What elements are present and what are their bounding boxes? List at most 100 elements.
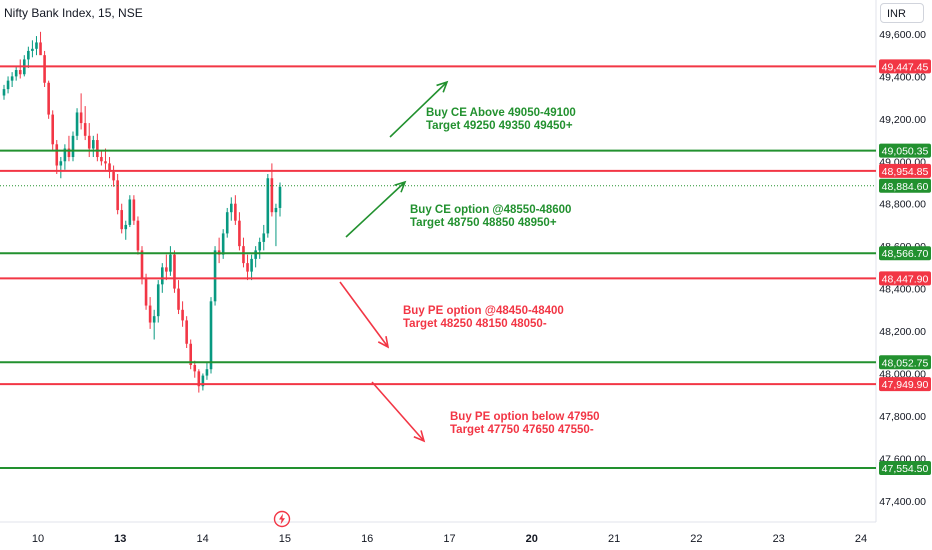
annotation-text: Buy PE option @48450-48400	[403, 305, 564, 317]
x-tick-label: 10	[32, 533, 44, 545]
candle-body	[270, 178, 274, 213]
candle-body	[6, 80, 10, 90]
candle-body	[242, 246, 245, 264]
arrow-head	[436, 80, 449, 93]
x-tick-label: 13	[114, 533, 126, 545]
candle-body	[39, 42, 42, 56]
level-price-tag	[879, 355, 931, 370]
candle-body	[18, 70, 22, 75]
x-tick-label: 17	[443, 533, 455, 545]
candle-body	[152, 316, 156, 323]
annotation-text: Target 49250 49350 49450+	[426, 120, 573, 132]
level-price-label: 48,052.75	[882, 357, 929, 369]
level-price-tag	[879, 271, 931, 286]
candle-body	[258, 241, 262, 251]
y-tick-label: 48,400.00	[879, 284, 926, 296]
x-tick-label: 22	[690, 533, 702, 545]
candle-body	[165, 267, 168, 272]
x-tick-label: 23	[773, 533, 785, 545]
symbol-title: Nifty Bank Index, 15, NSE	[4, 6, 143, 20]
candle-body	[278, 186, 282, 208]
level-price-label: 47,554.50	[882, 463, 929, 475]
lightning-icon[interactable]	[273, 510, 291, 528]
y-tick-label: 49,200.00	[879, 114, 926, 126]
x-tick-label: 14	[196, 533, 208, 545]
x-tick-label: 24	[855, 533, 867, 545]
candle-body	[246, 263, 249, 272]
candle-body	[221, 233, 225, 255]
last-price-label: 48,884.60	[882, 181, 929, 193]
x-tick-label: 20	[526, 533, 538, 545]
level-price-label: 49,050.35	[882, 146, 929, 158]
candle-body	[160, 267, 164, 285]
arrow-shaft	[371, 381, 425, 442]
arrow-head	[413, 430, 426, 443]
candle-body	[27, 50, 30, 60]
candle-body	[47, 82, 50, 115]
candle-body	[112, 171, 115, 181]
candle-body	[31, 48, 34, 51]
annotation-text: Target 48750 48850 48950+	[410, 217, 557, 229]
y-tick-label: 48,800.00	[879, 199, 926, 211]
candle-body	[250, 258, 253, 272]
candle-body	[262, 233, 266, 242]
candle-body	[201, 375, 205, 387]
y-tick-label: 48,200.00	[879, 326, 926, 338]
candle-body	[96, 140, 99, 158]
candle-body	[14, 70, 18, 77]
candle-body	[124, 224, 128, 230]
level-price-label: 47,949.90	[882, 379, 929, 391]
candle-body	[43, 55, 46, 83]
candle-body	[181, 309, 184, 321]
candle-body	[79, 112, 83, 124]
candle-body	[75, 112, 79, 136]
candle-body	[254, 250, 257, 259]
candle-body	[229, 203, 233, 213]
level-price-label: 48,954.85	[882, 166, 929, 178]
candle-body	[108, 163, 111, 172]
annotation-text: Target 47750 47650 47550-	[450, 424, 594, 436]
candle-body	[2, 89, 6, 96]
y-tick-label: 49,400.00	[879, 71, 926, 83]
y-tick-label: 47,400.00	[879, 496, 926, 508]
candle-body	[140, 250, 144, 278]
candle-body	[100, 157, 103, 162]
candle-body	[132, 199, 136, 221]
candle-body	[91, 140, 95, 149]
candle-body	[128, 199, 132, 225]
candle-body	[71, 135, 75, 158]
candle-body	[120, 210, 124, 230]
y-tick-label: 49,600.00	[879, 29, 926, 41]
annotation-text: Buy CE option @48550-48600	[410, 204, 571, 216]
candle-body	[238, 220, 241, 247]
level-price-label: 49,447.45	[882, 61, 929, 73]
level-price-label: 48,566.70	[882, 248, 929, 260]
candle-body	[136, 220, 140, 251]
candle-body	[83, 123, 87, 136]
candle-body	[274, 207, 278, 213]
level-price-tag	[879, 143, 931, 158]
last-price-tag	[879, 178, 931, 193]
arrow-shaft	[389, 81, 448, 138]
candle-body	[87, 135, 91, 149]
annotation-text: Target 48250 48150 48050-	[403, 318, 547, 330]
candle-body	[189, 343, 193, 365]
candle-body	[148, 305, 152, 323]
candle-body	[51, 114, 55, 145]
currency-selector[interactable]: INR	[880, 3, 924, 23]
candle-body	[116, 180, 119, 211]
candle-body	[35, 42, 38, 49]
candle-body	[234, 203, 237, 221]
candle-body	[213, 250, 217, 302]
candle-body	[173, 254, 176, 289]
candle-body	[193, 364, 197, 372]
candle-body	[225, 212, 229, 234]
candle-body	[10, 76, 14, 81]
candle-body	[144, 277, 148, 306]
candle-body	[55, 144, 59, 166]
level-price-label: 48,447.90	[882, 273, 929, 285]
x-tick-label: 15	[279, 533, 291, 545]
candle-body	[63, 148, 67, 162]
annotation-text: Buy CE Above 49050-49100	[426, 107, 576, 119]
